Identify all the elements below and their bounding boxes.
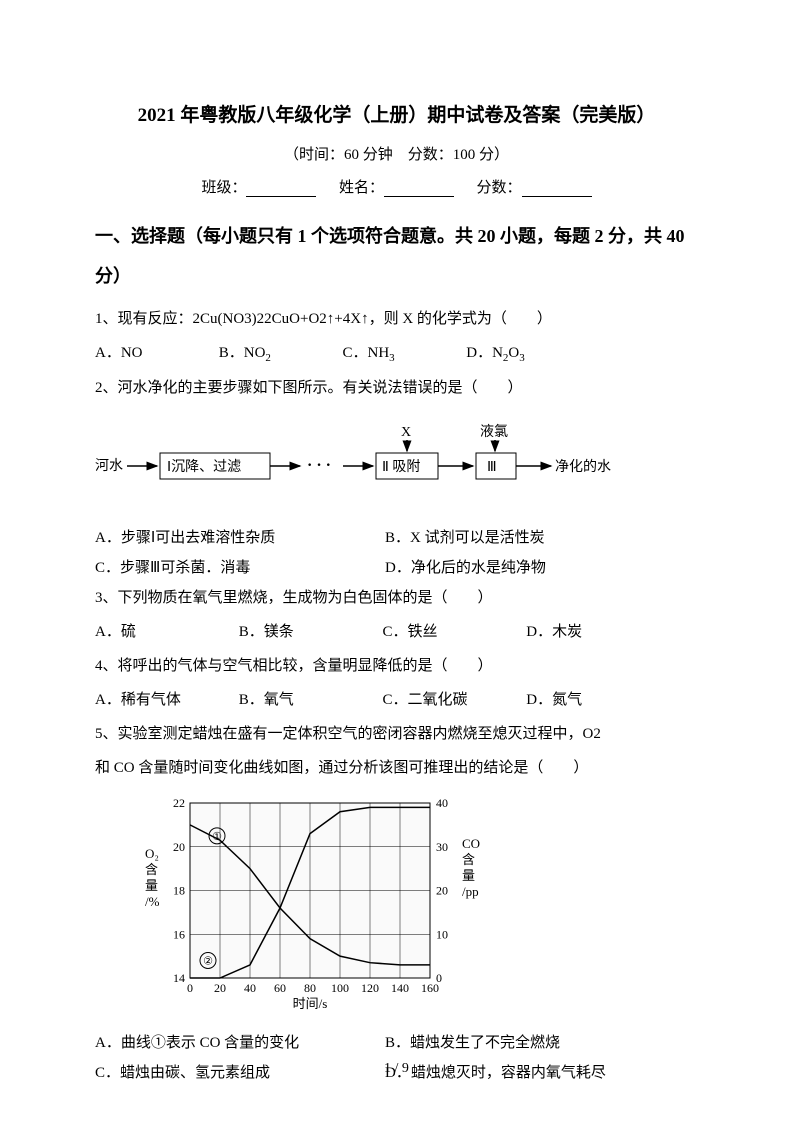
score-blank[interactable] bbox=[522, 181, 592, 197]
class-label: 班级： bbox=[201, 180, 246, 196]
info-line: 班级： 姓名： 分数： bbox=[95, 176, 698, 197]
q3-optA[interactable]: A．硫 bbox=[95, 617, 235, 647]
svg-text:40: 40 bbox=[436, 796, 448, 810]
svg-text:140: 140 bbox=[391, 981, 409, 995]
svg-text:18: 18 bbox=[173, 884, 185, 898]
svg-text:16: 16 bbox=[173, 927, 185, 941]
q4-text: 4、将呼出的气体与空气相比较，含量明显降低的是（ ） bbox=[95, 651, 698, 681]
svg-text:0: 0 bbox=[187, 981, 193, 995]
svg-text:量: 量 bbox=[145, 878, 158, 893]
name-label: 姓名： bbox=[339, 180, 384, 196]
q5-text2: 和 CO 含量随时间变化曲线如图，通过分析该图可推理出的结论是（ ） bbox=[95, 753, 698, 783]
page-number: 1 / 9 bbox=[0, 1061, 793, 1077]
flow-x: X bbox=[401, 425, 411, 440]
svg-text:14: 14 bbox=[173, 971, 185, 985]
flow-end: 净化的水 bbox=[555, 459, 611, 475]
q4-optA[interactable]: A．稀有气体 bbox=[95, 685, 235, 715]
q4-optD[interactable]: D．氮气 bbox=[526, 685, 582, 715]
flow-svg: 河水 Ⅰ沉降、过滤 · · · Ⅱ 吸附 X Ⅲ 液氯 净化的水 bbox=[95, 418, 655, 498]
q1-optC[interactable]: C．NH3 bbox=[343, 338, 463, 369]
svg-text:/%: /% bbox=[145, 894, 160, 909]
svg-text:CO: CO bbox=[462, 836, 480, 851]
svg-text:20: 20 bbox=[173, 840, 185, 854]
svg-text:①: ① bbox=[212, 831, 222, 843]
q2-text: 2、河水净化的主要步骤如下图所示。有关说法错误的是（ ） bbox=[95, 373, 698, 403]
q1-optB[interactable]: B．NO2 bbox=[219, 338, 339, 369]
svg-text:/pp: /pp bbox=[462, 884, 479, 899]
q5-opts-row1: A．曲线①表示 CO 含量的变化 B．蜡烛发生了不完全燃烧 bbox=[95, 1028, 698, 1058]
svg-text:40: 40 bbox=[244, 981, 256, 995]
flow-start: 河水 bbox=[95, 458, 123, 474]
page-title: 2021 年粤教版八年级化学（上册）期中试卷及答案（完美版） bbox=[95, 100, 698, 127]
q3-text: 3、下列物质在氧气里燃烧，生成物为白色固体的是（ ） bbox=[95, 583, 698, 613]
q2-opts-row2: C．步骤Ⅲ可杀菌．消毒 D．净化后的水是纯净物 bbox=[95, 553, 698, 583]
q5-chart: 0204060801001201401601416182022010203040… bbox=[135, 793, 698, 1018]
q2-optD[interactable]: D．净化后的水是纯净物 bbox=[385, 553, 546, 583]
svg-text:含: 含 bbox=[462, 852, 475, 867]
q3-optD[interactable]: D．木炭 bbox=[526, 617, 582, 647]
subtitle: （时间：60 分钟 分数：100 分） bbox=[95, 143, 698, 164]
name-blank[interactable] bbox=[384, 181, 454, 197]
q4-optC[interactable]: C．二氧化碳 bbox=[383, 685, 523, 715]
flow-box2: Ⅱ 吸附 bbox=[382, 459, 420, 475]
svg-text:30: 30 bbox=[436, 840, 448, 854]
q2-optB[interactable]: B．X 试剂可以是活性炭 bbox=[385, 523, 545, 553]
score-text: 分数：100 分） bbox=[408, 147, 509, 163]
flow-box3: Ⅲ bbox=[487, 460, 497, 475]
q4-options: A．稀有气体 B．氧气 C．二氧化碳 D．氮气 bbox=[95, 685, 698, 715]
svg-text:120: 120 bbox=[361, 981, 379, 995]
svg-text:22: 22 bbox=[173, 796, 185, 810]
svg-text:含: 含 bbox=[145, 862, 158, 877]
svg-text:· · ·: · · · bbox=[307, 457, 331, 474]
time-text: （时间：60 分钟 bbox=[284, 147, 393, 163]
svg-text:20: 20 bbox=[436, 884, 448, 898]
svg-text:10: 10 bbox=[436, 927, 448, 941]
section-header: 一、选择题（每小题只有 1 个选项符合题意。共 20 小题，每题 2 分，共 4… bbox=[95, 217, 698, 296]
svg-text:80: 80 bbox=[304, 981, 316, 995]
q5-text1: 5、实验室测定蜡烛在盛有一定体积空气的密闭容器内燃烧至熄灭过程中，O2 bbox=[95, 719, 698, 749]
q4-optB[interactable]: B．氧气 bbox=[239, 685, 379, 715]
q5-optB[interactable]: B．蜡烛发生了不完全燃烧 bbox=[385, 1028, 560, 1058]
q3-options: A．硫 B．镁条 C．铁丝 D．木炭 bbox=[95, 617, 698, 647]
q1-optA[interactable]: A．NO bbox=[95, 338, 215, 368]
svg-text:0: 0 bbox=[436, 971, 442, 985]
q3-optB[interactable]: B．镁条 bbox=[239, 617, 379, 647]
q1-optD[interactable]: D．N2O3 bbox=[466, 338, 525, 369]
q2-flow-diagram: 河水 Ⅰ沉降、过滤 · · · Ⅱ 吸附 X Ⅲ 液氯 净化的水 bbox=[95, 418, 698, 503]
flow-cl: 液氯 bbox=[480, 424, 508, 440]
svg-text:量: 量 bbox=[462, 868, 475, 883]
class-blank[interactable] bbox=[246, 181, 316, 197]
svg-text:100: 100 bbox=[331, 981, 349, 995]
q3-optC[interactable]: C．铁丝 bbox=[383, 617, 523, 647]
svg-text:O₂: O₂ bbox=[145, 846, 159, 861]
q1-text: 1、现有反应：2Cu(NO3)22CuO+O2↑+4X↑，则 X 的化学式为（ … bbox=[95, 304, 698, 334]
svg-text:20: 20 bbox=[214, 981, 226, 995]
q1-options: A．NO B．NO2 C．NH3 D．N2O3 bbox=[95, 338, 698, 369]
q2-opts-row1: A．步骤Ⅰ可出去难溶性杂质 B．X 试剂可以是活性炭 bbox=[95, 523, 698, 553]
q5-optA[interactable]: A．曲线①表示 CO 含量的变化 bbox=[95, 1028, 385, 1058]
svg-text:时间/s: 时间/s bbox=[293, 996, 328, 1011]
q2-optA[interactable]: A．步骤Ⅰ可出去难溶性杂质 bbox=[95, 523, 385, 553]
svg-text:60: 60 bbox=[274, 981, 286, 995]
chart-svg: 0204060801001201401601416182022010203040… bbox=[135, 793, 505, 1013]
flow-box1: Ⅰ沉降、过滤 bbox=[167, 459, 241, 475]
score-label: 分数： bbox=[477, 180, 522, 196]
q2-optC[interactable]: C．步骤Ⅲ可杀菌．消毒 bbox=[95, 553, 385, 583]
svg-text:②: ② bbox=[203, 956, 213, 968]
